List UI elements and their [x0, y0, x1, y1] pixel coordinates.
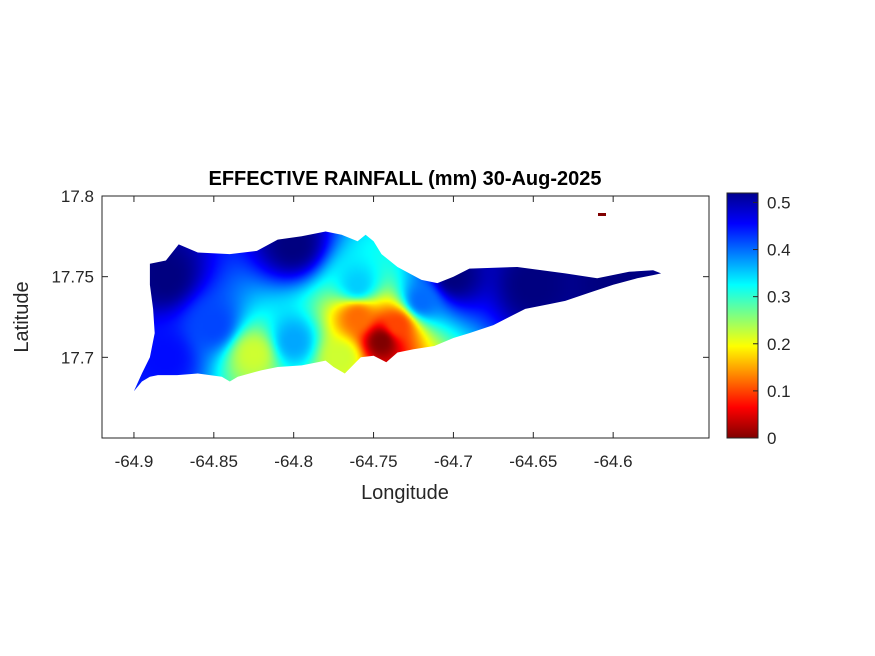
colorbar-tick-label: 0.1 [767, 382, 791, 401]
chart-title: EFFECTIVE RAINFALL (mm) 30-Aug-2025 [208, 168, 601, 190]
y-axis-label: Latitude [11, 281, 33, 352]
y-tick-label: 17.75 [51, 268, 94, 287]
x-tick-label: -64.75 [349, 452, 397, 471]
colorbar-tick-label: 0.3 [767, 288, 791, 307]
colorbar-tick-label: 0.2 [767, 335, 791, 354]
y-axis-ticks: 17.7 17.75 17.8 [51, 187, 709, 367]
islet-mark [598, 213, 606, 216]
y-tick-label: 17.8 [61, 187, 94, 206]
plot-frame [101, 195, 710, 439]
x-tick-label: -64.6 [594, 452, 633, 471]
x-axis-label: Longitude [361, 482, 449, 504]
x-tick-label: -64.65 [509, 452, 557, 471]
colorbar-tick-label: 0.4 [767, 241, 791, 260]
y-tick-label: 17.7 [61, 348, 94, 367]
colorbar [726, 192, 759, 439]
x-tick-label: -64.8 [274, 452, 313, 471]
x-tick-label: -64.7 [434, 452, 473, 471]
x-tick-label: -64.9 [115, 452, 154, 471]
colorbar-tick-label: 0.5 [767, 193, 791, 212]
colorbar-ticks: 0 0.1 0.2 0.3 0.4 0.5 [753, 193, 791, 448]
x-axis-ticks: -64.9 -64.85 -64.8 -64.75 -64.7 -64.65 -64.6 [115, 196, 633, 471]
x-tick-label: -64.85 [190, 452, 238, 471]
colorbar-tick-label: 0 [767, 429, 776, 448]
